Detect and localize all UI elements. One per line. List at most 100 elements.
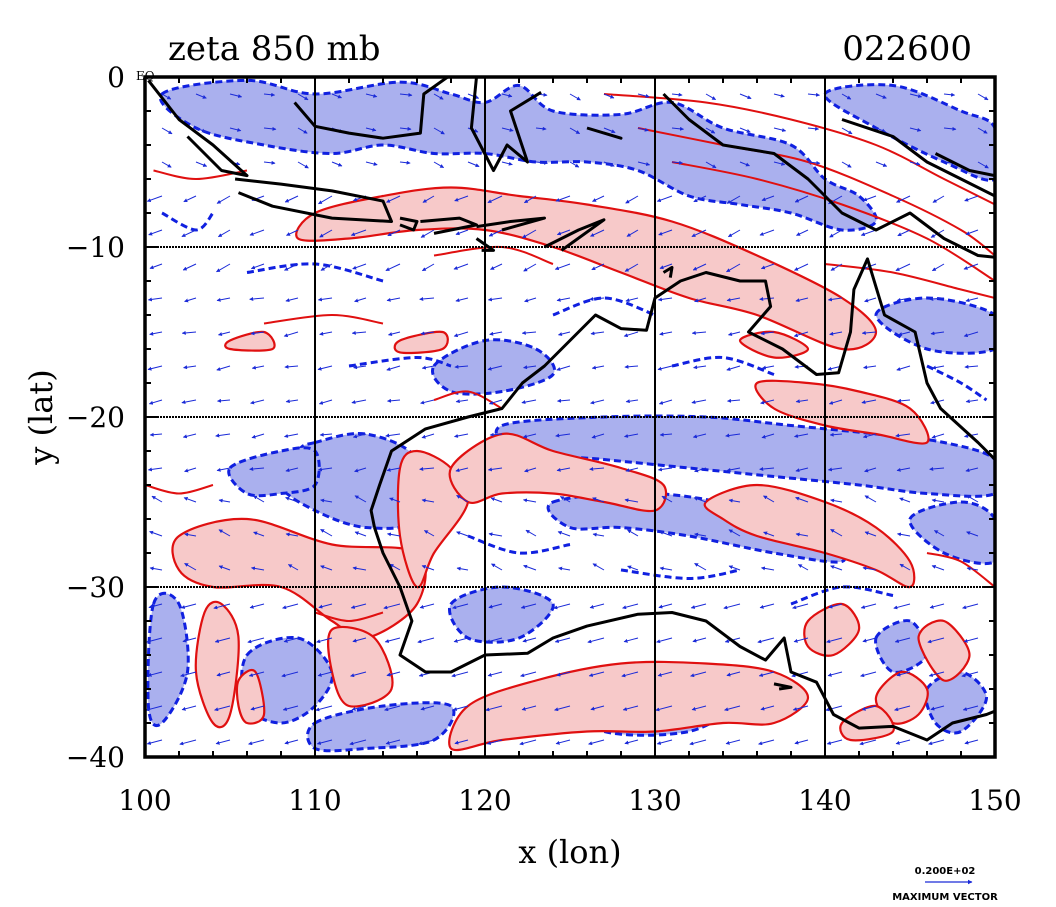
wind-vector — [181, 399, 197, 405]
wind-vector — [149, 331, 163, 336]
wind-vector — [216, 195, 231, 204]
wind-vector — [456, 494, 469, 503]
wind-vector — [353, 365, 367, 370]
wind-vector — [964, 739, 979, 745]
wind-vector — [421, 433, 435, 439]
coastline — [420, 216, 478, 235]
wind-vector — [454, 433, 469, 438]
wind-vector — [658, 229, 673, 236]
wind-vector — [148, 399, 163, 405]
wind-vector — [861, 705, 877, 711]
wind-vector — [623, 331, 639, 338]
y-tick-label: −30 — [66, 571, 125, 604]
wind-vector — [501, 93, 513, 98]
positive-vorticity-region — [393, 330, 449, 355]
wind-vector — [897, 398, 911, 403]
wind-vector — [589, 296, 605, 301]
wind-vector — [316, 739, 333, 745]
wind-vector — [419, 466, 435, 471]
wind-vector — [399, 92, 413, 97]
wind-vector — [318, 603, 333, 609]
wind-vector — [490, 263, 503, 270]
wind-vector — [964, 364, 979, 369]
wind-vector — [860, 603, 877, 609]
wind-vector — [420, 229, 435, 238]
wind-vector — [149, 530, 163, 537]
wind-vector — [621, 671, 639, 678]
wind-vector — [523, 263, 537, 272]
wind-vector — [627, 565, 639, 571]
wind-vector — [250, 705, 265, 711]
wind-vector — [894, 637, 911, 643]
wind-vector — [523, 365, 537, 370]
wind-vector — [861, 330, 877, 335]
wind-vector — [760, 263, 775, 270]
wind-vector — [421, 263, 435, 272]
wind-vector — [454, 364, 469, 369]
wind-vector — [962, 603, 979, 610]
wind-vector — [319, 229, 333, 238]
wind-vector — [365, 127, 377, 132]
wind-vector — [705, 161, 717, 169]
wind-vector — [195, 93, 207, 99]
wind-vector — [284, 364, 299, 369]
wind-vector — [182, 433, 197, 439]
negative-vorticity-region — [546, 491, 847, 564]
negative-contour-line — [790, 585, 894, 606]
wind-vector — [501, 161, 513, 166]
wind-vector — [726, 365, 741, 371]
wind-vector — [659, 263, 673, 270]
wind-vector — [214, 637, 231, 643]
wind-vector — [569, 127, 581, 135]
wind-vector — [388, 331, 401, 336]
wind-vector — [385, 739, 401, 745]
wind-vector — [182, 263, 197, 271]
positive-contour-line — [433, 390, 503, 410]
wind-vector — [283, 637, 299, 643]
wind-vector — [250, 263, 265, 270]
wind-vector — [455, 399, 469, 404]
wind-vector — [659, 331, 673, 336]
wind-vector — [728, 529, 741, 537]
wind-vector — [297, 161, 309, 169]
wind-vector — [761, 195, 775, 202]
wind-vector — [535, 126, 547, 131]
wind-vector — [931, 263, 945, 272]
wind-vector — [625, 399, 639, 404]
wind-vector — [927, 637, 945, 644]
wind-vector — [671, 126, 684, 131]
wind-vector — [592, 497, 605, 503]
wind-vector — [728, 498, 741, 503]
wind-vector — [829, 331, 843, 336]
wind-vector — [929, 466, 945, 471]
wind-vector — [931, 433, 945, 439]
wind-vector — [285, 297, 299, 303]
wind-vector — [184, 297, 197, 303]
wind-vector — [285, 467, 299, 473]
wind-vector — [943, 92, 956, 97]
wind-vector — [588, 671, 605, 677]
wind-vector — [862, 433, 877, 439]
wind-vector — [691, 705, 707, 711]
wind-vector — [455, 229, 469, 236]
wind-vector — [195, 161, 208, 167]
wind-vector — [875, 161, 888, 167]
wind-vector — [627, 529, 639, 537]
wind-vector — [385, 263, 401, 272]
wind-vector — [589, 466, 605, 471]
wind-vector — [793, 331, 809, 338]
wind-vector — [218, 331, 231, 336]
wind-vector — [161, 93, 172, 100]
wind-vector — [216, 467, 231, 472]
wind-vector — [897, 229, 911, 237]
wind-vector — [248, 671, 265, 677]
wind-vector — [249, 229, 265, 236]
wind-vector — [487, 365, 503, 371]
wind-vector — [896, 195, 911, 203]
wind-vector — [796, 229, 809, 236]
wind-vector — [657, 467, 673, 472]
wind-vector — [318, 399, 333, 405]
wind-vector — [622, 603, 639, 610]
wind-vector — [624, 263, 639, 272]
wind-vector — [365, 161, 378, 166]
